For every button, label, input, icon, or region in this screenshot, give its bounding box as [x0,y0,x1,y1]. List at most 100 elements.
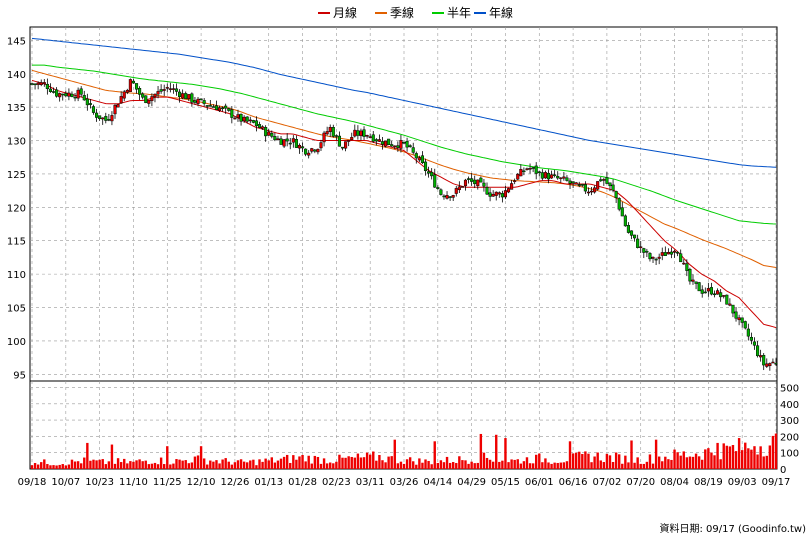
candle-body [716,290,720,295]
candle-body [107,119,111,121]
candle [571,181,575,189]
volume-bar [470,461,473,469]
volume-bar [427,460,430,469]
candle [181,89,185,100]
candle [491,190,495,197]
date-tick-label: 12/26 [220,477,249,488]
volume-bar [630,440,633,469]
volume-bar [768,445,772,469]
volume-bar [304,461,307,469]
candle [61,93,65,101]
candle-body [740,317,744,323]
candle-body [254,120,258,127]
candle-body [593,187,597,193]
candle-body [651,256,655,259]
candle-body [344,141,348,149]
volume-bar [531,463,535,469]
candle [691,274,695,285]
candle [236,109,240,122]
candle [460,186,464,188]
candle-body [353,129,357,137]
candle-body [427,171,431,174]
candle-body [178,91,182,97]
volume-bar [178,459,181,469]
candle-body [442,195,446,198]
candle-body [245,116,249,122]
volume-bar [359,457,363,469]
volume-bar [227,461,230,469]
legend-label: 季線 [390,5,414,20]
volume-bar [415,464,418,469]
candle-body [448,196,452,198]
candle [679,249,683,263]
volume-bar [199,446,203,469]
volume-bar [685,457,689,469]
candle-body [168,88,172,90]
candle-body [202,100,206,104]
candle [325,126,329,136]
candle-body [473,179,477,185]
volume-bar [190,462,194,469]
candle [513,178,517,185]
volume-bar [365,452,369,469]
price-tick-label: 140 [7,70,26,81]
candle-body [165,87,169,89]
candle [752,337,757,350]
candle [629,230,634,240]
volume-bar [464,460,467,469]
volume-bar [701,459,704,469]
candle [580,183,584,187]
candle-body [722,295,726,297]
volume-bar [141,461,144,469]
candle-body [98,115,102,119]
candle-body [316,148,320,153]
candle-body [313,149,317,152]
candle-body [565,177,569,181]
candle [304,148,308,157]
candle-body [728,303,732,306]
candle [522,167,526,176]
candle-body [497,192,501,195]
volume-bar [774,433,778,469]
candle [254,116,258,132]
candle [300,142,305,153]
candle-body [669,251,674,255]
candle [645,248,649,257]
price-tick-label: 125 [7,170,26,181]
candle [350,132,354,141]
volume-bar [316,456,320,469]
volume-bar [282,456,286,469]
volume-tick-label: 200 [780,432,799,443]
candle-body [150,96,154,101]
candle-body [147,99,151,104]
volume-bar [368,454,372,469]
candle [184,91,188,100]
volume-bar [113,463,117,469]
volume-bar [172,463,175,469]
volume-bar [79,463,83,469]
candle [669,247,674,259]
candle [174,83,179,96]
candle [116,103,120,108]
volume-bar [574,452,578,469]
volume-bar [596,452,599,469]
candle [540,169,544,181]
volume-bar [270,457,274,469]
volume-bars [30,433,778,469]
volume-bar [169,464,172,469]
volume-bar [627,462,630,469]
candle [445,191,449,200]
candle [257,121,262,129]
volume-bar [313,455,317,469]
candle [98,115,102,121]
date-tick-label: 12/10 [187,477,216,488]
volume-bar [285,454,289,469]
candle [586,187,591,196]
candle-body [217,107,222,111]
candle-body [131,80,136,84]
volume-bar [510,459,513,469]
candle-body [510,183,514,190]
volume-bar [156,464,160,469]
date-tick-label: 09/03 [728,477,757,488]
candle-body [633,234,637,239]
